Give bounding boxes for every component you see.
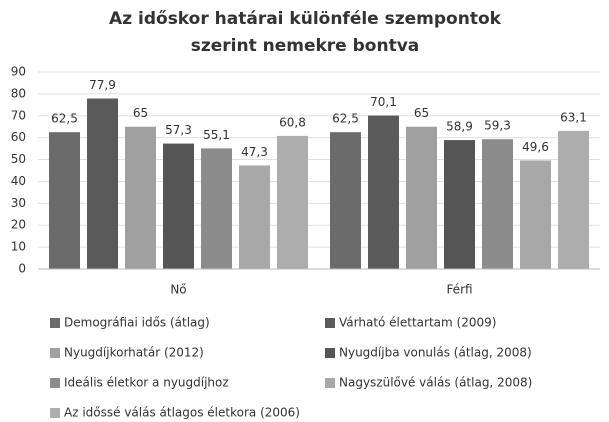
legend-swatch [50,378,60,388]
value-label: 57,3 [165,123,192,137]
y-tick-label: 50 [11,152,26,166]
chart-title: Az időskor határai különféle szempontok … [109,9,501,56]
bar [444,140,475,269]
bar [201,148,232,269]
bar [368,115,399,269]
x-tick-label: Nő [170,283,186,297]
legend-swatch [50,348,60,358]
legend-swatch [325,378,335,388]
legend-label: Nyugdíjkorhatár (2012) [64,346,204,360]
value-label: 62,5 [51,112,78,126]
value-label: 60,8 [279,115,306,129]
value-label: 55,1 [203,128,230,142]
legend-swatch [325,348,335,358]
legend-label: Az időssé válás átlagos életkora (2006) [64,406,300,420]
value-label: 58,9 [446,120,473,134]
value-label: 62,5 [332,112,359,126]
value-label: 77,9 [89,78,116,92]
y-tick-label: 60 [11,130,26,144]
legend-swatch [50,408,60,418]
value-label: 70,1 [370,95,397,109]
y-tick-label: 0 [18,262,26,276]
bar [277,135,308,269]
bar [406,126,437,269]
bar [49,132,80,269]
bar [482,139,513,269]
value-label: 49,6 [522,140,549,154]
value-label: 47,3 [241,145,268,159]
bar [330,132,361,269]
legend-label: Demográfiai idős (átlag) [64,316,210,330]
legend-swatch [325,318,335,328]
value-label: 65 [414,106,429,120]
bar [520,160,551,269]
value-label: 59,3 [484,119,511,133]
legend-swatch [50,318,60,328]
legend-label: Várható élettartam (2009) [339,316,496,330]
legend-label: Ideális életkor a nyugdíjhoz [64,376,229,390]
legend-label: Nagyszülővé válás (átlag, 2008) [339,376,532,390]
y-tick-label: 40 [11,174,26,188]
legend-label: Nyugdíjba vonulás (átlag, 2008) [339,346,532,360]
value-label: 63,1 [560,110,587,124]
bar [239,165,270,269]
y-tick-label: 20 [11,218,26,232]
y-tick-label: 90 [11,65,26,79]
bar [87,98,118,269]
bar [163,143,194,269]
bar [125,126,156,269]
y-tick-label: 30 [11,196,26,210]
x-tick-label: Férfi [446,283,472,297]
y-tick-label: 10 [11,240,26,254]
value-label: 65 [133,106,148,120]
y-tick-label: 80 [11,86,26,100]
y-tick-label: 70 [11,108,26,122]
bar [558,130,589,269]
